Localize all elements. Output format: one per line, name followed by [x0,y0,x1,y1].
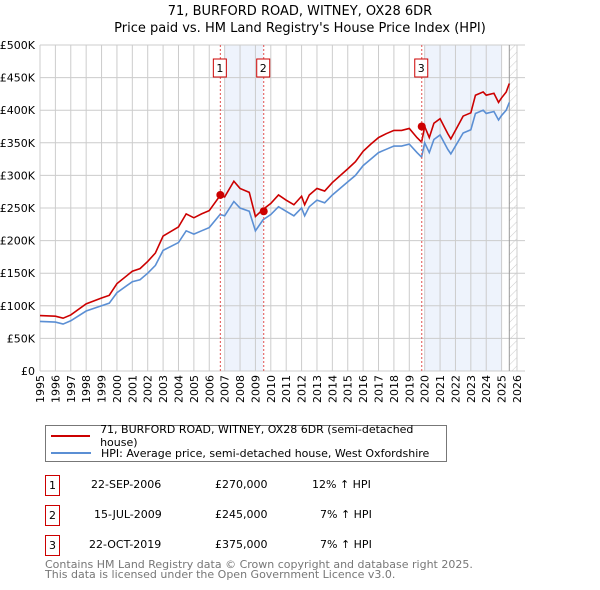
x-tick-label: 2002 [142,375,155,403]
hpi-line [39,102,511,325]
y-tick-label: £200K [0,235,36,248]
x-tick-label: 2021 [434,375,447,403]
y-tick-label: £100K [0,300,36,313]
y-tick-label: £400K [0,104,36,117]
legend: 71, BURFORD ROAD, WITNEY, OX28 6DR (semi… [45,423,447,462]
sale-row: 3 22-OCT-2019 £375,000 7% ↑ HPI [45,535,465,556]
x-tick-label: 2019 [403,375,416,403]
x-tick-label: 2015 [342,375,355,403]
x-tick-label: 2012 [296,375,309,403]
sale-price: £245,000 [215,508,268,521]
sale-hpi: 7% ↑ HPI [320,538,372,551]
sale-price: £270,000 [215,478,268,491]
price-chart: 1995 1996 1997 1998 1999 2000 2001 2002 2003 2004… [0,39,525,403]
x-tick-label: 2004 [172,375,185,403]
x-tick-label: 1997 [65,375,78,403]
sale-marker: 1 [45,475,60,496]
sale-marker-label: 3 [418,62,425,75]
property-line [39,83,511,320]
sale-point [259,207,268,216]
sale-marker-box [414,58,429,78]
sale-date: 22-OCT-2019 [89,538,162,551]
x-tick-label: 2020 [419,375,432,403]
footer-licence: This data is licensed under the Open Gov… [45,568,396,581]
y-tick-label: £300K [0,169,36,182]
x-tick-label: 2016 [357,375,370,403]
chart-title: 71, BURFORD ROAD, WITNEY, OX28 6DR [167,4,433,19]
x-tick-label: 1999 [96,375,109,403]
x-tick-label: 2013 [311,375,324,403]
y-tick-label: £500K [0,39,36,52]
sale-marker: 3 [45,535,60,556]
footer: Contains HM Land Registry data © Crown c… [45,558,473,581]
x-tick-label: 2003 [157,375,170,403]
x-tick-label: 2008 [234,375,247,403]
x-tick-label: 2023 [465,375,478,403]
x-tick-label: 2007 [219,375,232,403]
x-tick-label: 2005 [188,375,201,403]
y-tick-label: £0 [21,365,35,378]
sale-point [216,190,225,199]
footer-copyright: Contains HM Land Registry data © Crown c… [45,558,473,571]
x-tick-label: 1998 [80,375,93,403]
sale-date: 22-SEP-2006 [91,478,162,491]
x-tick-label: 2010 [265,375,278,403]
sale-row: 2 15-JUL-2009 £245,000 7% ↑ HPI [45,505,465,526]
sale-hpi: 12% ↑ HPI [312,478,371,491]
sale-marker: 2 [45,505,60,526]
x-tick-label: 1995 [34,375,47,403]
sale-marker-box [256,58,271,78]
x-tick-label: 2006 [203,375,216,403]
x-tick-label: 2000 [111,375,124,403]
x-tick-label: 2025 [496,375,509,403]
sale-marker-label: 2 [260,62,267,75]
sale-hpi: 7% ↑ HPI [320,508,372,521]
chart-subtitle: Price paid vs. HM Land Registry's House … [114,21,486,36]
sale-marker-box [212,58,227,78]
x-tick-label: 2014 [326,375,339,403]
legend-swatch-property [51,435,91,437]
sale-date: 15-JUL-2009 [94,508,162,521]
sale-row: 1 22-SEP-2006 £270,000 12% ↑ HPI [45,475,465,496]
sale-price: £375,000 [215,538,268,551]
x-tick-label: 1996 [49,375,62,403]
y-tick-label: £350K [0,137,36,150]
x-tick-label: 2017 [373,375,386,403]
x-tick-label: 2018 [388,375,401,403]
x-tick-label: 2024 [480,375,493,403]
sale-marker-label: 1 [216,62,223,75]
x-tick-label: 2001 [126,375,139,403]
y-tick-label: £450K [0,72,36,85]
y-tick-label: £250K [0,202,36,215]
sale-point [417,122,426,131]
x-tick-label: 2009 [249,375,262,403]
x-tick-label: 2011 [280,375,293,403]
legend-swatch-hpi [51,452,91,454]
y-tick-label: £50K [7,332,36,345]
x-tick-label: 2022 [449,375,462,403]
x-tick-label: 2026 [511,375,524,403]
legend-label-hpi: HPI: Average price, semi-detached house,… [101,446,430,460]
y-tick-label: £150K [0,267,36,280]
legend-label-property: 71, BURFORD ROAD, WITNEY, OX28 6DR (semi… [100,423,414,449]
